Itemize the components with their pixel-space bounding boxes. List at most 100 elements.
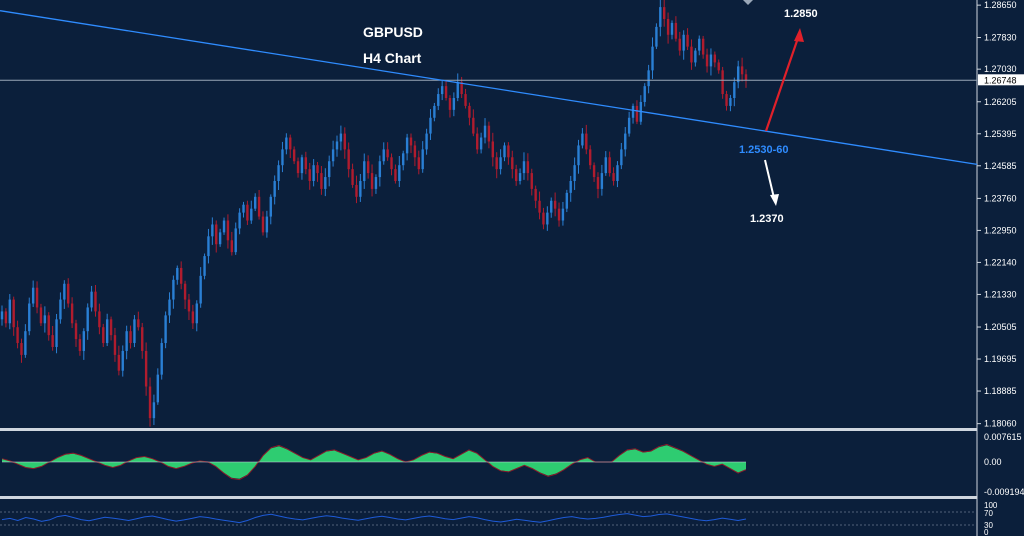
bear-candle: [476, 133, 479, 150]
bull-candle: [499, 157, 502, 170]
bear-candle: [366, 161, 370, 174]
bull-candle: [0, 311, 4, 320]
bear-candle: [4, 311, 8, 324]
chart-subtitle: H4 Chart: [363, 50, 422, 66]
bear-candle: [596, 177, 600, 189]
target-down-label: 1.2370: [750, 213, 784, 225]
bear-candle: [117, 354, 121, 371]
bull-candle: [324, 177, 327, 189]
bear-candle: [526, 161, 530, 174]
bear-candle: [538, 200, 541, 213]
bull-candle: [479, 137, 483, 150]
bear-candle: [47, 315, 50, 336]
bear-candle: [588, 149, 592, 166]
bull-candle: [28, 303, 31, 332]
rsi-label-70: 70: [984, 509, 993, 518]
support-zone-label: 1.2530-60: [739, 144, 789, 156]
bear-candle: [98, 311, 101, 328]
price-tick-label: 1.22140: [984, 257, 1017, 267]
bull-candle: [561, 208, 565, 221]
rsi-label-30: 30: [984, 521, 993, 530]
bull-candle: [277, 165, 280, 182]
bear-candle: [141, 327, 144, 351]
bear-candle: [386, 149, 389, 158]
rsi-line: [1, 513, 747, 524]
bear-candle: [717, 62, 720, 71]
bull-candle: [643, 86, 646, 102]
bull-candle: [733, 82, 736, 99]
bear-candle: [316, 165, 319, 174]
bear-candle: [460, 82, 463, 95]
bull-candle: [238, 212, 241, 229]
bear-candle: [511, 157, 514, 170]
bull-candle: [421, 149, 424, 170]
bear-candle: [666, 18, 670, 35]
bull-candle: [647, 70, 650, 87]
price-tick-label: 1.27830: [984, 33, 1017, 43]
bull-candle: [437, 94, 440, 106]
bear-candle: [292, 149, 296, 162]
bear-candle: [35, 287, 39, 308]
trendline: [0, 10, 978, 166]
bull-candle: [55, 319, 58, 347]
oscillator-series: [1, 443, 747, 481]
current-price-label: 1.26748: [984, 75, 1017, 85]
bull-candle: [452, 98, 456, 110]
bear-candle: [390, 157, 393, 170]
price-tick-label: 1.21330: [984, 289, 1017, 299]
bull-candle: [86, 307, 89, 332]
bull-candle: [729, 98, 732, 106]
bear-candle: [296, 161, 300, 174]
oscillator-signal-line: [1, 443, 747, 481]
bull-candle: [378, 161, 382, 178]
bear-candle: [491, 141, 495, 158]
price-tick-label: 1.18885: [984, 386, 1017, 396]
bear-candle: [464, 94, 467, 106]
bull-candle: [624, 133, 627, 150]
bear-candle: [534, 188, 537, 201]
bear-candle: [662, 7, 666, 19]
bull-candle: [172, 279, 175, 300]
candle-series: [0, 0, 748, 427]
bear-candle: [191, 311, 195, 324]
bull-candle: [655, 26, 658, 47]
bear-candle: [246, 204, 249, 221]
bear-candle: [113, 335, 117, 355]
bull-candle: [363, 161, 366, 182]
rsi-panel-divider: [0, 496, 977, 499]
bull-candle: [616, 165, 619, 182]
bull-candle: [522, 161, 526, 174]
bull-candle: [218, 232, 222, 245]
bear-candle: [137, 319, 140, 328]
bear-candle: [530, 173, 533, 189]
bull-candle: [90, 291, 93, 308]
oscillator-panel-divider: [0, 428, 977, 431]
bear-candle: [701, 38, 705, 55]
bull-candle: [331, 149, 335, 162]
bear-candle: [721, 70, 724, 95]
bull-candle: [164, 315, 167, 344]
price-tick-label: 1.19695: [984, 354, 1017, 364]
bear-candle: [413, 145, 417, 158]
bull-candle: [121, 350, 124, 371]
price-tick-label: 1.18060: [984, 419, 1017, 429]
bull-candle: [604, 157, 607, 174]
bull-candle: [125, 331, 128, 351]
price-tick-label: 1.22950: [984, 225, 1017, 235]
bull-candle: [211, 224, 214, 237]
bull-candle: [518, 173, 522, 182]
bear-candle: [94, 291, 97, 312]
bull-candle: [565, 192, 569, 209]
bull-candle: [569, 181, 572, 193]
bear-candle: [187, 299, 191, 312]
bull-candle: [573, 165, 576, 182]
up-arrow: [764, 34, 801, 132]
bull-candle: [253, 196, 257, 209]
bull-candle: [483, 125, 487, 138]
bull-candle: [374, 177, 378, 189]
bear-candle: [78, 339, 82, 351]
bull-candle: [335, 141, 339, 150]
bull-candle: [328, 161, 331, 178]
